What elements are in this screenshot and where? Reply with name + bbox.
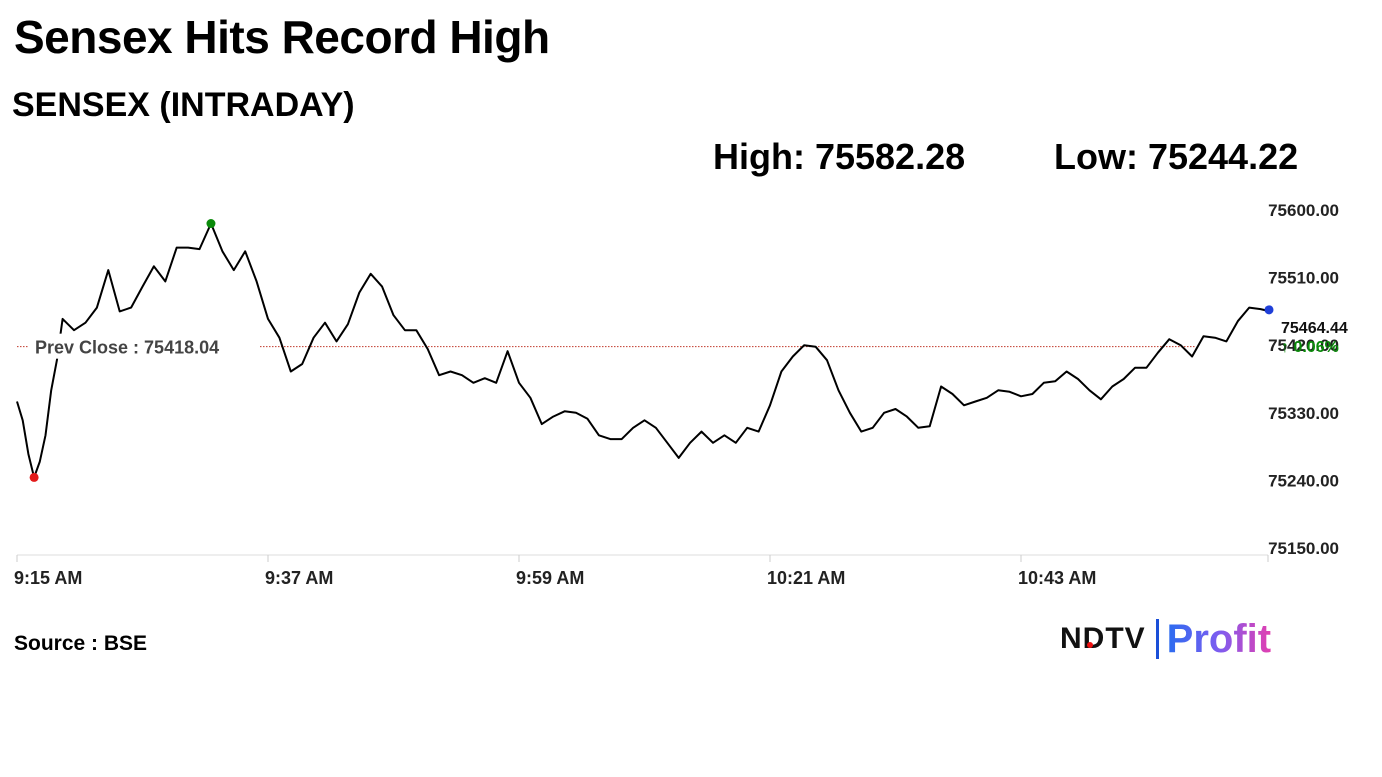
source-note: Source : BSE — [14, 632, 148, 655]
x-tick-label: 10:43 AM — [1018, 568, 1096, 588]
logo-divider — [1155, 619, 1159, 659]
x-tick-label: 9:59 AM — [516, 568, 584, 588]
y-tick-label: 75240.00 — [1268, 471, 1339, 490]
y-tick-label: 75150.00 — [1268, 539, 1339, 558]
high-marker — [206, 219, 216, 229]
y-tick-label: 75600.00 — [1268, 201, 1339, 220]
x-tick-label: 9:15 AM — [14, 568, 82, 588]
y-tick-label: 75510.00 — [1268, 269, 1339, 288]
profit-wordmark: Profit — [1166, 616, 1272, 661]
intraday-line-chart: 9:15 AM 9:37 AM 9:59 AM 10:21 AM 10:43 AM 756… — [14, 201, 1348, 588]
prev-close-label-bg — [28, 333, 260, 359]
high-value: High: 75582.28 — [713, 136, 966, 177]
x-tick-label: 9:37 AM — [265, 568, 333, 588]
chart-subtitle: SENSEX (INTRADAY) — [12, 86, 355, 124]
y-tick-label: 75420.00 — [1268, 336, 1339, 355]
logo-dot-icon — [1087, 642, 1093, 648]
change-label: ↑ 0.06% — [1281, 339, 1339, 356]
last-value-label: 75464.44 — [1281, 320, 1348, 337]
last-value-marker — [1264, 305, 1274, 315]
y-tick-label: 75330.00 — [1268, 404, 1339, 423]
prev-close-label: Prev Close : 75418.04 — [35, 338, 219, 358]
low-marker — [29, 472, 39, 482]
series-line — [16, 222, 1273, 479]
x-tick-label: 10:21 AM — [767, 568, 845, 588]
ndtv-profit-logo: NDTV Profit — [1060, 616, 1271, 662]
low-value: Low: 75244.22 — [1054, 136, 1299, 177]
chart-title: Sensex Hits Record High — [14, 11, 550, 63]
ndtv-wordmark: NDTV — [1060, 622, 1146, 655]
